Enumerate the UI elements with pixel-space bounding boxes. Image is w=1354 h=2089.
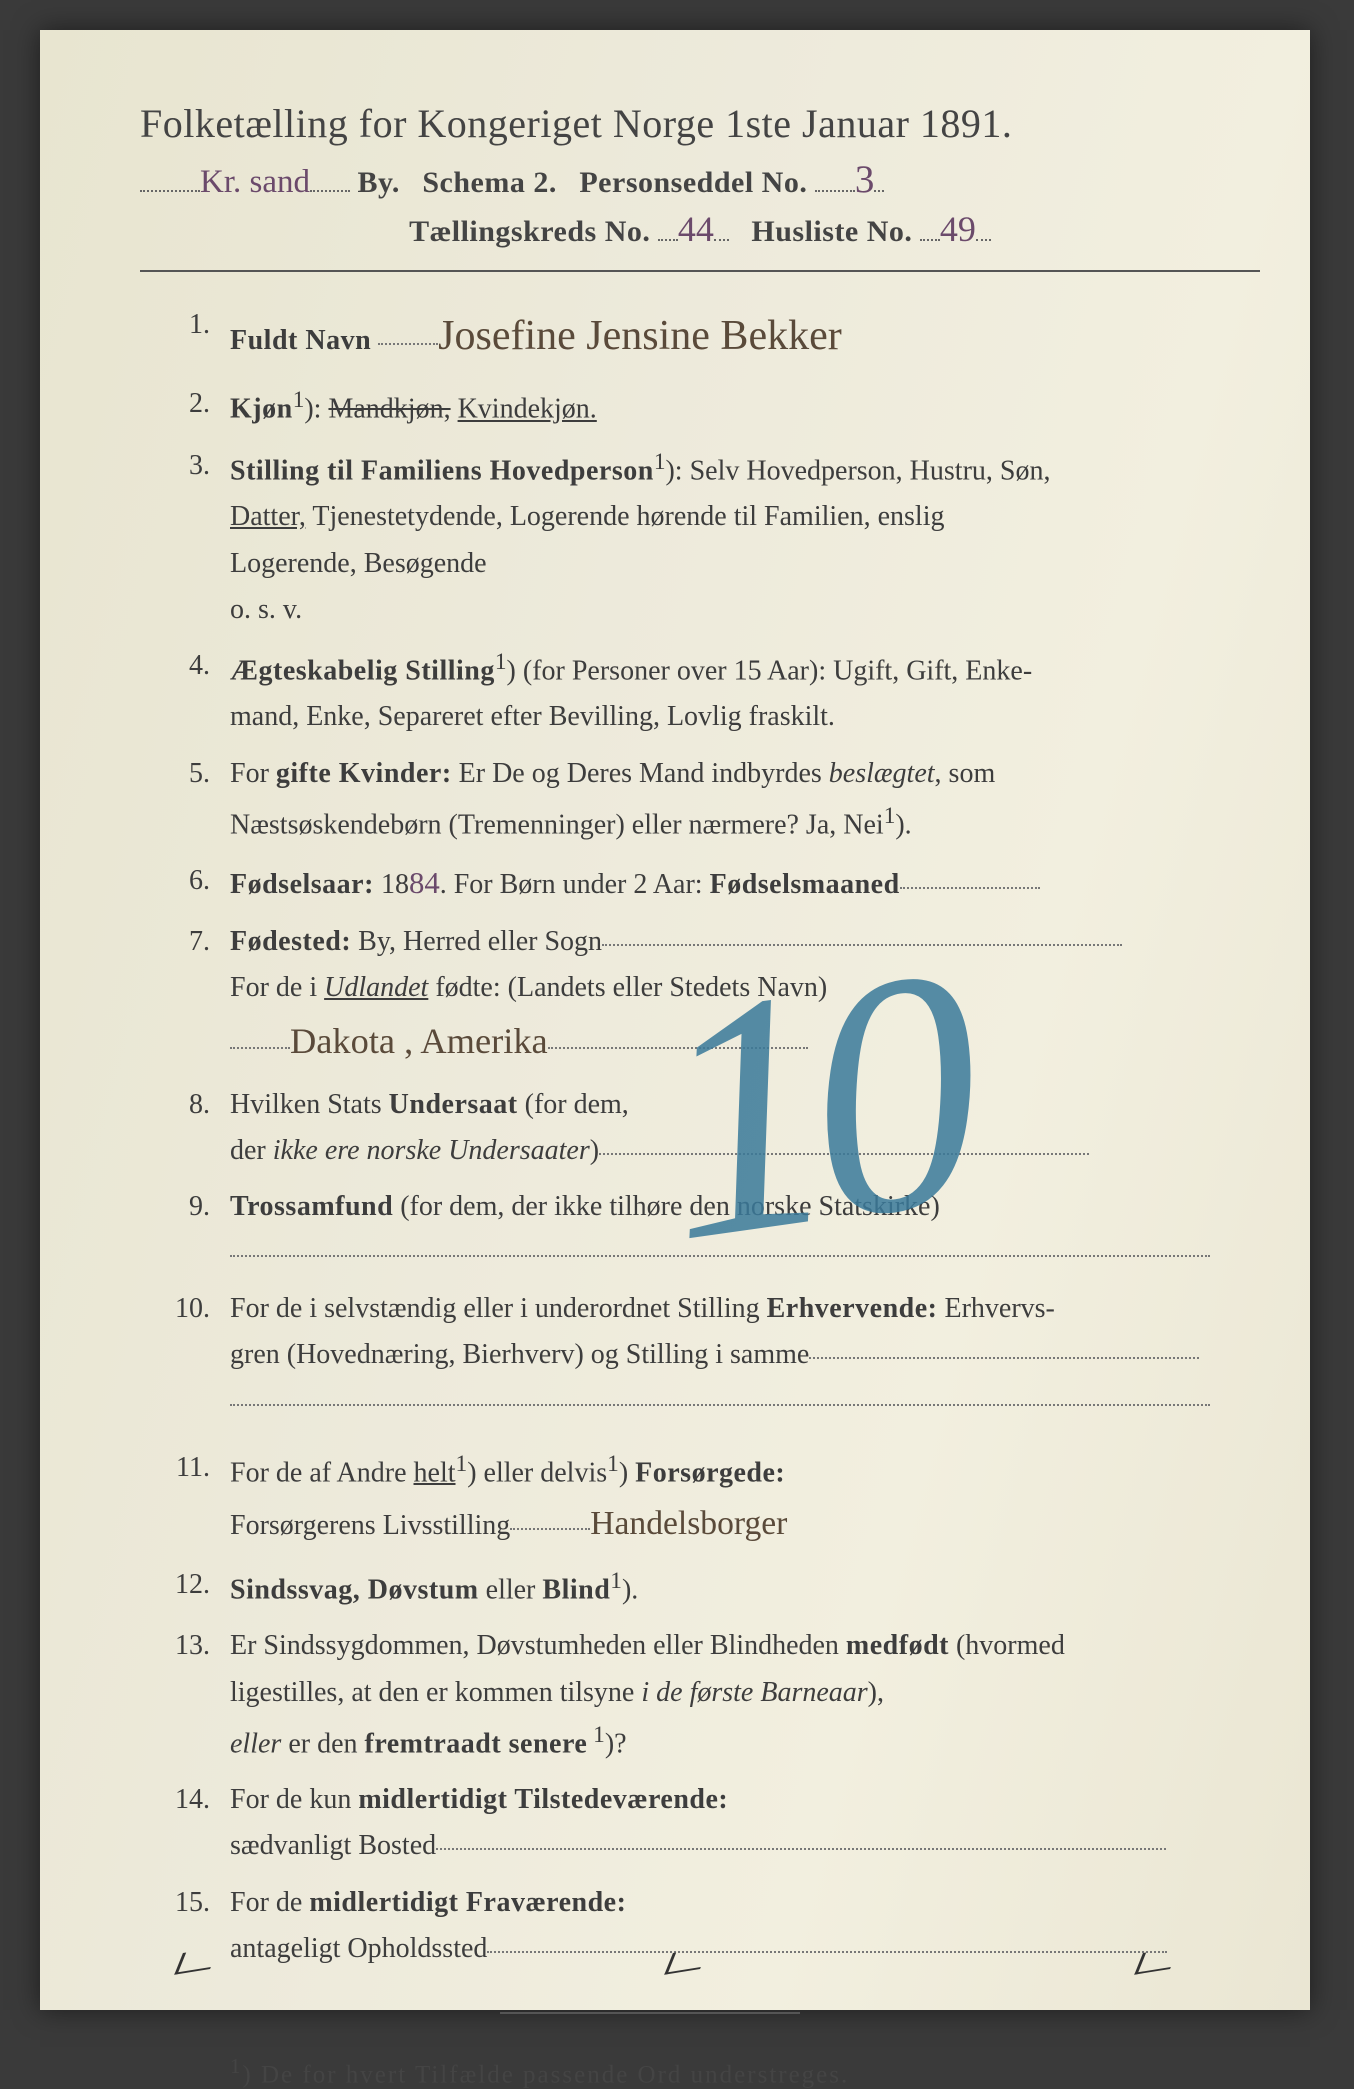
husliste-no: 49 xyxy=(940,209,976,249)
kreds-no: 44 xyxy=(678,209,714,249)
document-page: Folketælling for Kongeriget Norge 1ste J… xyxy=(40,30,1310,2010)
entry-5: 5. For gifte Kvinder: Er De og Deres Man… xyxy=(140,751,1260,849)
divider-bottom xyxy=(500,2012,800,2014)
entry-3: 3. Stilling til Familiens Hovedperson1):… xyxy=(140,443,1260,633)
by-label: By. xyxy=(358,166,400,199)
entry-4: 4. Ægteskabelig Stilling1) (for Personer… xyxy=(140,643,1260,741)
entry-1: 1. Fuldt Navn Josefine Jensine Bekker xyxy=(140,302,1260,371)
person-label: Personseddel No. xyxy=(579,166,807,199)
entry-8: 8. Hvilken Stats Undersaat (for dem, der… xyxy=(140,1082,1260,1174)
entry-2: 2. Kjøn1): Mandkjøn, Kvindekjøn. xyxy=(140,381,1260,433)
document-content: Folketælling for Kongeriget Norge 1ste J… xyxy=(140,100,1260,2089)
entry-10: 10. For de i selvstændig eller i underor… xyxy=(140,1286,1260,1425)
name-handwritten: Josefine Jensine Bekker xyxy=(438,313,842,359)
divider xyxy=(140,270,1260,272)
schema-label: Schema 2. xyxy=(422,166,557,199)
birthplace-handwritten: Dakota , Amerika xyxy=(290,1021,548,1061)
header-title: Folketælling for Kongeriget Norge 1ste J… xyxy=(140,100,1260,147)
person-no: 3 xyxy=(855,158,875,201)
entry-6: 6. Fødselsaar: 1884. For Børn under 2 Aa… xyxy=(140,858,1260,909)
by-handwritten: Kr. sand xyxy=(200,164,310,200)
entry-13: 13. Er Sindssygdommen, Døvstumheden elle… xyxy=(140,1623,1260,1767)
header-line-2: Kr. sand By. Schema 2. Personseddel No. … xyxy=(140,157,1260,202)
footnote: 1) De for hvert Tilfælde passende Ord un… xyxy=(230,2054,1260,2089)
entry-7: 7. Fødested: By, Herred eller Sogn For d… xyxy=(140,919,1260,1071)
provider-handwritten: Handelsborger xyxy=(590,1505,787,1542)
entry-14: 14. For de kun midlertidigt Tilstedevære… xyxy=(140,1777,1260,1869)
kreds-label: Tællingskreds No. xyxy=(409,215,650,248)
entry-9: 9. Trossamfund (for dem, der ikke tilhør… xyxy=(140,1184,1260,1276)
entry-11: 11. For de af Andre helt1) eller delvis1… xyxy=(140,1445,1260,1552)
header-line-3: Tællingskreds No. 44 Husliste No. 49 xyxy=(140,208,1260,250)
entry-12: 12. Sindssvag, Døvstum eller Blind1). xyxy=(140,1562,1260,1614)
husliste-label: Husliste No. xyxy=(751,215,912,248)
year-handwritten: 84 xyxy=(409,866,440,900)
